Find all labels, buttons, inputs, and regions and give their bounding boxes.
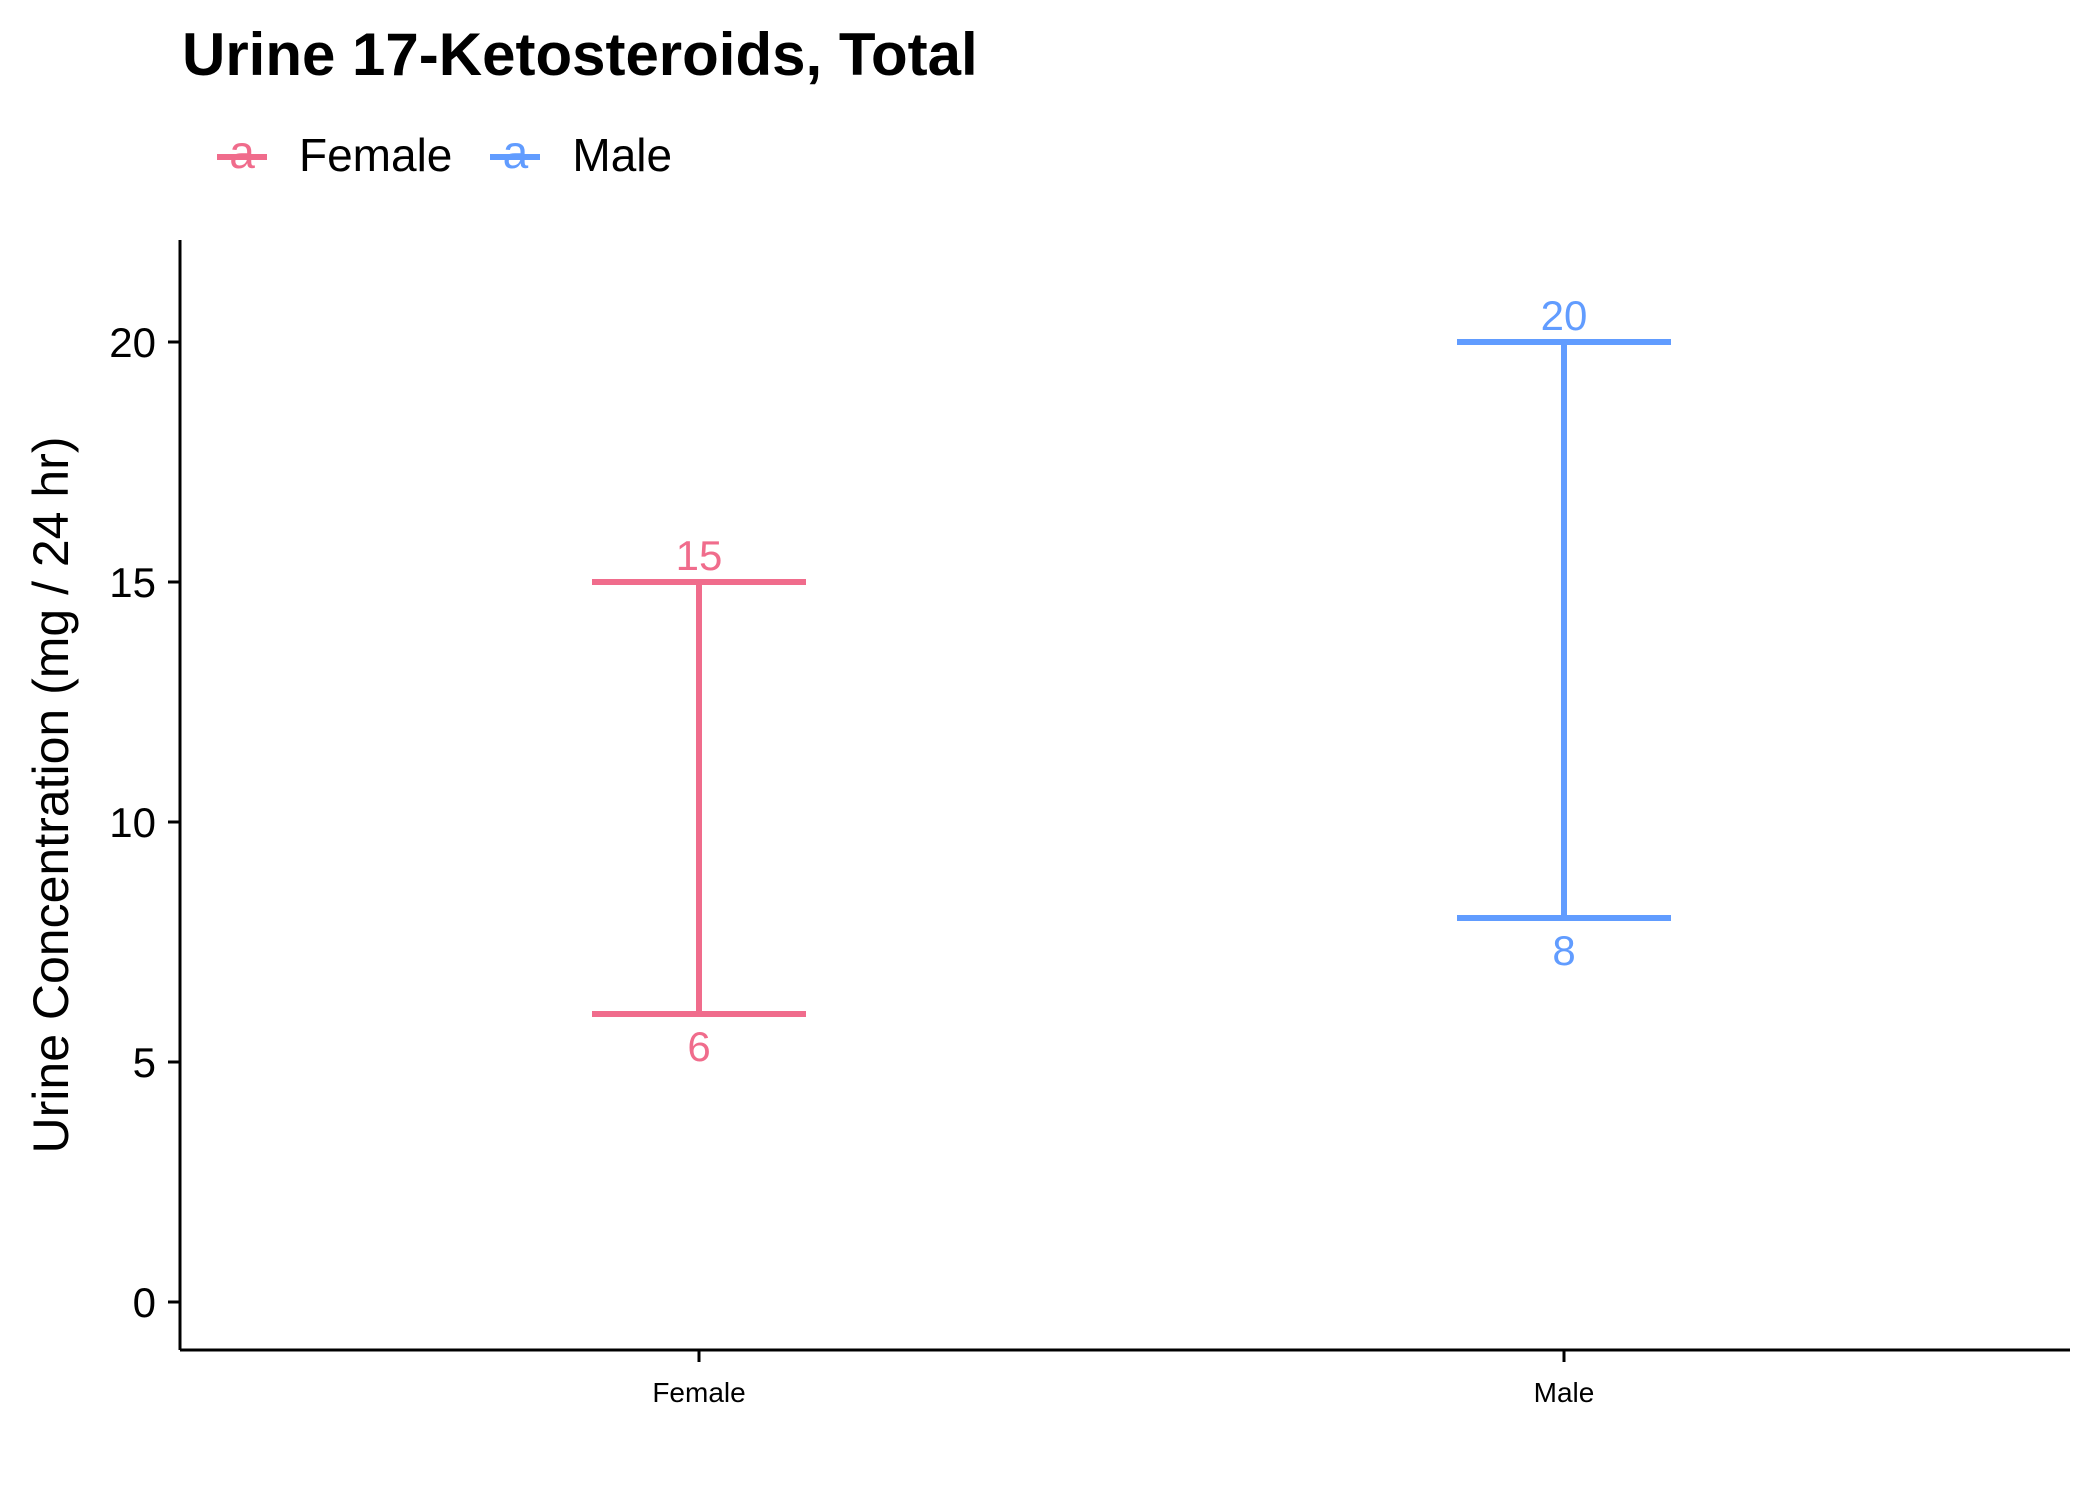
chart-title: Urine 17-Ketosteroids, Total [182, 21, 978, 88]
legend: a Female a Male [215, 125, 708, 185]
legend-line-female [217, 154, 267, 160]
marks: 15 6 20 8 [592, 292, 1671, 1070]
legend-key-female: a [215, 126, 269, 182]
y-tick-label: 20 [109, 319, 156, 366]
data-label-high: 15 [676, 532, 723, 579]
errorbar-male: 20 8 [1457, 292, 1671, 974]
errorbar-female: 15 6 [592, 532, 806, 1070]
legend-glyph-male: a [502, 126, 529, 178]
x-tick-label: Male [1534, 1377, 1595, 1408]
x-tick-label: Female [652, 1377, 745, 1408]
legend-label-male: Male [572, 129, 673, 181]
y-ticks: 0 5 10 15 20 [109, 319, 180, 1326]
legend-item-male: a Male [488, 126, 673, 182]
legend-glyph-female: a [229, 126, 255, 178]
y-tick-label: 0 [133, 1279, 156, 1326]
data-label-low: 8 [1552, 927, 1575, 974]
y-axis-label: Urine Concentration (mg / 24 hr) [23, 437, 79, 1154]
legend-line-male [490, 154, 541, 160]
legend-label-female: Female [299, 129, 453, 181]
y-tick-label: 5 [133, 1039, 156, 1086]
data-label-low: 6 [687, 1023, 710, 1070]
y-tick-label: 10 [109, 799, 156, 846]
axes [178, 240, 2070, 1352]
legend-item-female: a Female [215, 126, 453, 182]
y-tick-label: 15 [109, 559, 156, 606]
data-label-high: 20 [1541, 292, 1588, 339]
x-ticks: Female Male [652, 1350, 1594, 1408]
legend-key-male: a [488, 126, 542, 182]
